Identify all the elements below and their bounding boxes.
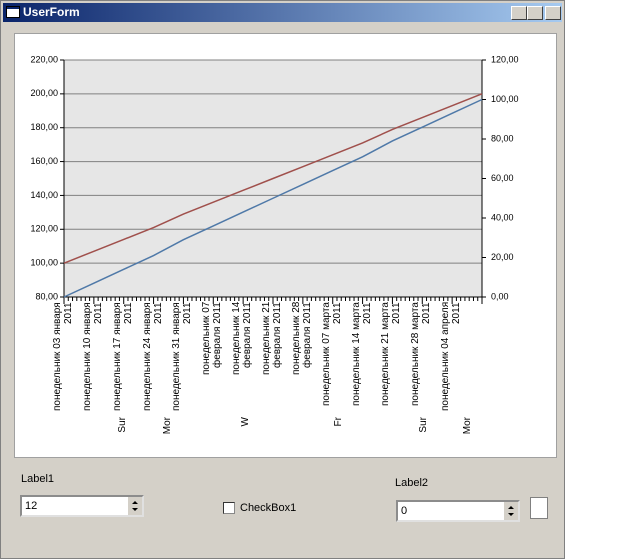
chart: 80,00 100,00 120,00 140,00 160,00 180,00 200,0… (30, 54, 519, 304)
y-tick-label: 140,00 (30, 190, 58, 200)
x-tick-label: понедельник 21 февраля 2011 (261, 302, 283, 376)
window: UserForm 80,00 100,00 120,00 140,00 160,00 18… (0, 0, 565, 559)
y2-tick-label: 40,00 (491, 212, 514, 222)
y2-tick-label: 80,00 (491, 133, 514, 143)
y-tick-label: 180,00 (30, 122, 58, 132)
x-tick-label: понедельник 03 января 2011 (52, 302, 74, 411)
y2-tick-label: 0,00 (491, 291, 509, 301)
x-tick-label: понедельник 24 января 2011 (141, 302, 164, 411)
x-sublabel: Sur (117, 417, 128, 433)
close-button[interactable] (545, 6, 561, 20)
textbox1[interactable]: 12 (20, 495, 144, 517)
checkbox1[interactable] (223, 502, 235, 514)
label1: Label1 (21, 473, 55, 485)
x-tick-label: понедельник 10 января 2011 (81, 302, 104, 411)
spin-button[interactable] (504, 502, 518, 520)
y2-tick-label: 60,00 (491, 173, 514, 183)
textbox2-value: 0 (401, 505, 408, 517)
x-sublabel: W (240, 417, 251, 427)
label2: Label2 (395, 477, 429, 489)
x-tick-label: понедельник 04 апреля 2011 (440, 302, 463, 412)
x-tick-label: понедельник 31 января 2011 (171, 302, 194, 411)
spin-button[interactable] (128, 497, 142, 515)
y-tick-label: 80,00 (35, 291, 58, 301)
textbox1-value: 12 (25, 500, 38, 512)
y-tick-label: 200,00 (30, 88, 58, 98)
textbox2[interactable]: 0 (396, 500, 520, 522)
x-tick-label: понедельник 28 февраля 2011 (290, 302, 313, 376)
x-tick-label: понедельник 07 марта 2011 (320, 302, 343, 406)
line (63, 93, 483, 264)
title-bar: UserForm (3, 3, 562, 22)
x-tick-label: понедельник 21 марта 2011 (380, 302, 403, 406)
y2-tick-label: 120,00 (491, 54, 519, 64)
line (63, 98, 483, 298)
checkbox1-label: CheckBox1 (240, 502, 297, 514)
y-tick-label: 220,00 (30, 54, 58, 64)
y-tick-label: 100,00 (30, 258, 58, 268)
x-sublabel: Sur (418, 417, 429, 433)
icon (6, 6, 20, 18)
x-tick-label: понедельник 07 февраля 2011 (201, 302, 224, 376)
empty-box[interactable] (530, 497, 548, 519)
x-tick-label: понедельник 14 февраля 2011 (231, 302, 254, 376)
y-tick-label: 160,00 (30, 156, 58, 166)
x-tick-label: понедельник 17 января 2011 (111, 302, 134, 411)
y2-tick-label: 20,00 (491, 252, 514, 262)
x-tick-label: понедельник 28 марта 2011 (410, 302, 433, 406)
chart-panel: 80,00 100,00 120,00 140,00 160,00 180,00 200,0… (14, 33, 557, 458)
minimize-button[interactable] (511, 6, 527, 20)
y-tick-label: 120,00 (30, 224, 58, 234)
x-sublabel: Mor (462, 417, 473, 435)
maximize-button[interactable] (527, 6, 543, 20)
y2-tick-label: 100,00 (491, 94, 519, 104)
x-sublabel: Fr (333, 417, 344, 427)
x-tick-label: понедельник 14 марта 2011 (350, 302, 373, 406)
window-title: UserForm (23, 5, 80, 19)
x-sublabel: Mor (162, 417, 173, 435)
